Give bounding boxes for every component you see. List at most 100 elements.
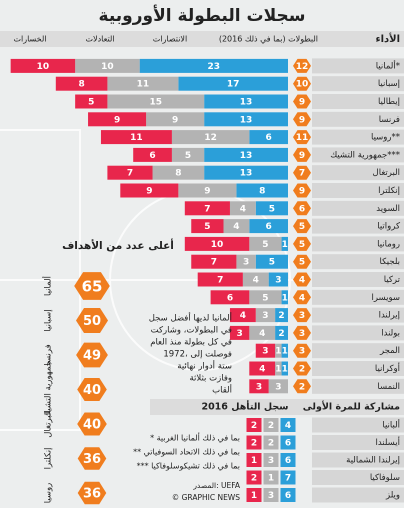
tournament-label: 6 — [299, 204, 305, 214]
goals-label: 36 — [83, 487, 101, 502]
bar-segment — [249, 325, 276, 340]
goals-label: 50 — [83, 314, 101, 329]
record-value: 3 — [268, 456, 274, 466]
goals-label: 65 — [82, 278, 103, 296]
record-value: 6 — [285, 491, 291, 501]
bar-segment — [255, 308, 276, 323]
bar-segment — [191, 219, 224, 234]
goals-country: ألمانيا — [42, 276, 54, 296]
record-value: 2 — [268, 439, 274, 449]
scorers-title: أعلى عدد من الأهداف — [62, 238, 174, 252]
country-label: فرنسا — [379, 115, 400, 125]
bar-segment — [210, 290, 250, 305]
record-value: 1 — [268, 474, 274, 484]
bar-label: 17 — [227, 80, 240, 90]
tournament-hex — [293, 147, 311, 162]
first-time-country: ألبانيا — [382, 419, 400, 431]
tournament-label: 4 — [299, 293, 305, 303]
country-label: بلجيكا — [379, 257, 400, 267]
note-line: ستة أدوار نهائية — [177, 360, 232, 372]
tournament-hex — [293, 343, 311, 358]
bar-segment — [75, 58, 140, 73]
legend-tournaments: البطولات (بما في ذلك 2016) — [219, 35, 318, 44]
first-time-row-bg — [312, 452, 404, 468]
goals-hex — [77, 481, 107, 505]
bar-label: 6 — [266, 133, 272, 143]
bar-label: 5 — [185, 151, 191, 161]
country-label: ألمانيا* — [376, 59, 400, 71]
record-value: 2 — [251, 474, 257, 484]
record-cell — [263, 470, 279, 485]
row-label-bg — [312, 165, 404, 181]
bar-label: 1 — [275, 365, 281, 375]
bar-label: 13 — [240, 169, 253, 179]
goals-label: 36 — [83, 452, 101, 467]
record-value: 1 — [251, 456, 257, 466]
bar-segment — [204, 112, 288, 127]
record-value: 2 — [251, 439, 257, 449]
country-label: النمسا — [377, 382, 400, 392]
bar-segment — [178, 183, 237, 198]
row-label-bg — [312, 58, 404, 74]
goals-country: إنكلترا — [44, 448, 54, 470]
tournament-label: 2 — [299, 382, 305, 392]
bar-label: 1 — [282, 293, 288, 303]
country-label: روسيا** — [371, 133, 400, 143]
tournament-label: 9 — [299, 187, 305, 197]
country-label: تركيا — [384, 275, 401, 285]
bar-label: 9 — [172, 115, 178, 125]
bar-segment — [268, 379, 288, 394]
row-label-bg — [312, 361, 404, 376]
bar-segment — [281, 290, 288, 305]
row-label-bg — [312, 307, 404, 323]
goals-country: روسيا — [44, 483, 54, 504]
tournament-label: 5 — [299, 258, 305, 268]
first-time-row-bg — [312, 435, 404, 450]
bar-segment — [242, 272, 269, 287]
goals-label: 49 — [83, 349, 101, 364]
goals-hex — [74, 272, 110, 300]
tournament-hex — [293, 361, 311, 376]
goals-hex — [77, 378, 107, 401]
first-time-band — [150, 399, 404, 415]
tournament-hex — [293, 94, 311, 109]
record-cell — [280, 418, 296, 432]
bar-segment — [146, 112, 205, 127]
country-label: رومانيا — [377, 239, 400, 249]
tournament-label: 11 — [296, 133, 309, 143]
record-cell — [263, 418, 279, 432]
country-label: السويد — [376, 204, 400, 214]
bar-label: 13 — [240, 98, 253, 108]
bar-segment — [120, 183, 179, 198]
country-label: إيرلندا — [379, 311, 400, 321]
tournament-label: 2 — [299, 365, 305, 375]
bar-segment — [171, 130, 250, 145]
row-label-bg — [312, 236, 404, 252]
goals-hex — [76, 342, 108, 368]
bar-segment — [281, 343, 288, 358]
bar-segment — [88, 112, 147, 127]
bar-label: 3 — [275, 382, 281, 392]
record-value: 2 — [251, 421, 257, 431]
tournament-hex — [293, 236, 311, 251]
country-label: إنكلترا — [378, 186, 400, 196]
bar-segment — [249, 236, 282, 251]
bar-segment — [275, 325, 288, 340]
note-line: ألمانيا لديها أفضل سجل — [149, 312, 232, 324]
row-label-bg — [312, 94, 404, 109]
bar-label: 7 — [217, 276, 223, 286]
bar-segment — [184, 201, 230, 216]
note-line: في البطولات، وشاركت — [151, 326, 232, 336]
bar-label: 3 — [262, 347, 268, 357]
title: سجلات البطولة الأوروبية — [99, 5, 306, 26]
bar-segment — [223, 219, 250, 234]
country-label: أوكرانيا — [375, 362, 400, 374]
row-label-bg — [312, 254, 404, 270]
record-cell — [246, 470, 262, 485]
tournament-hex — [293, 58, 311, 73]
record-cell — [263, 453, 279, 467]
bar-segment — [249, 361, 276, 376]
bar-segment — [139, 58, 288, 73]
record-value: 7 — [285, 474, 291, 484]
bar-label: 3 — [262, 311, 268, 321]
